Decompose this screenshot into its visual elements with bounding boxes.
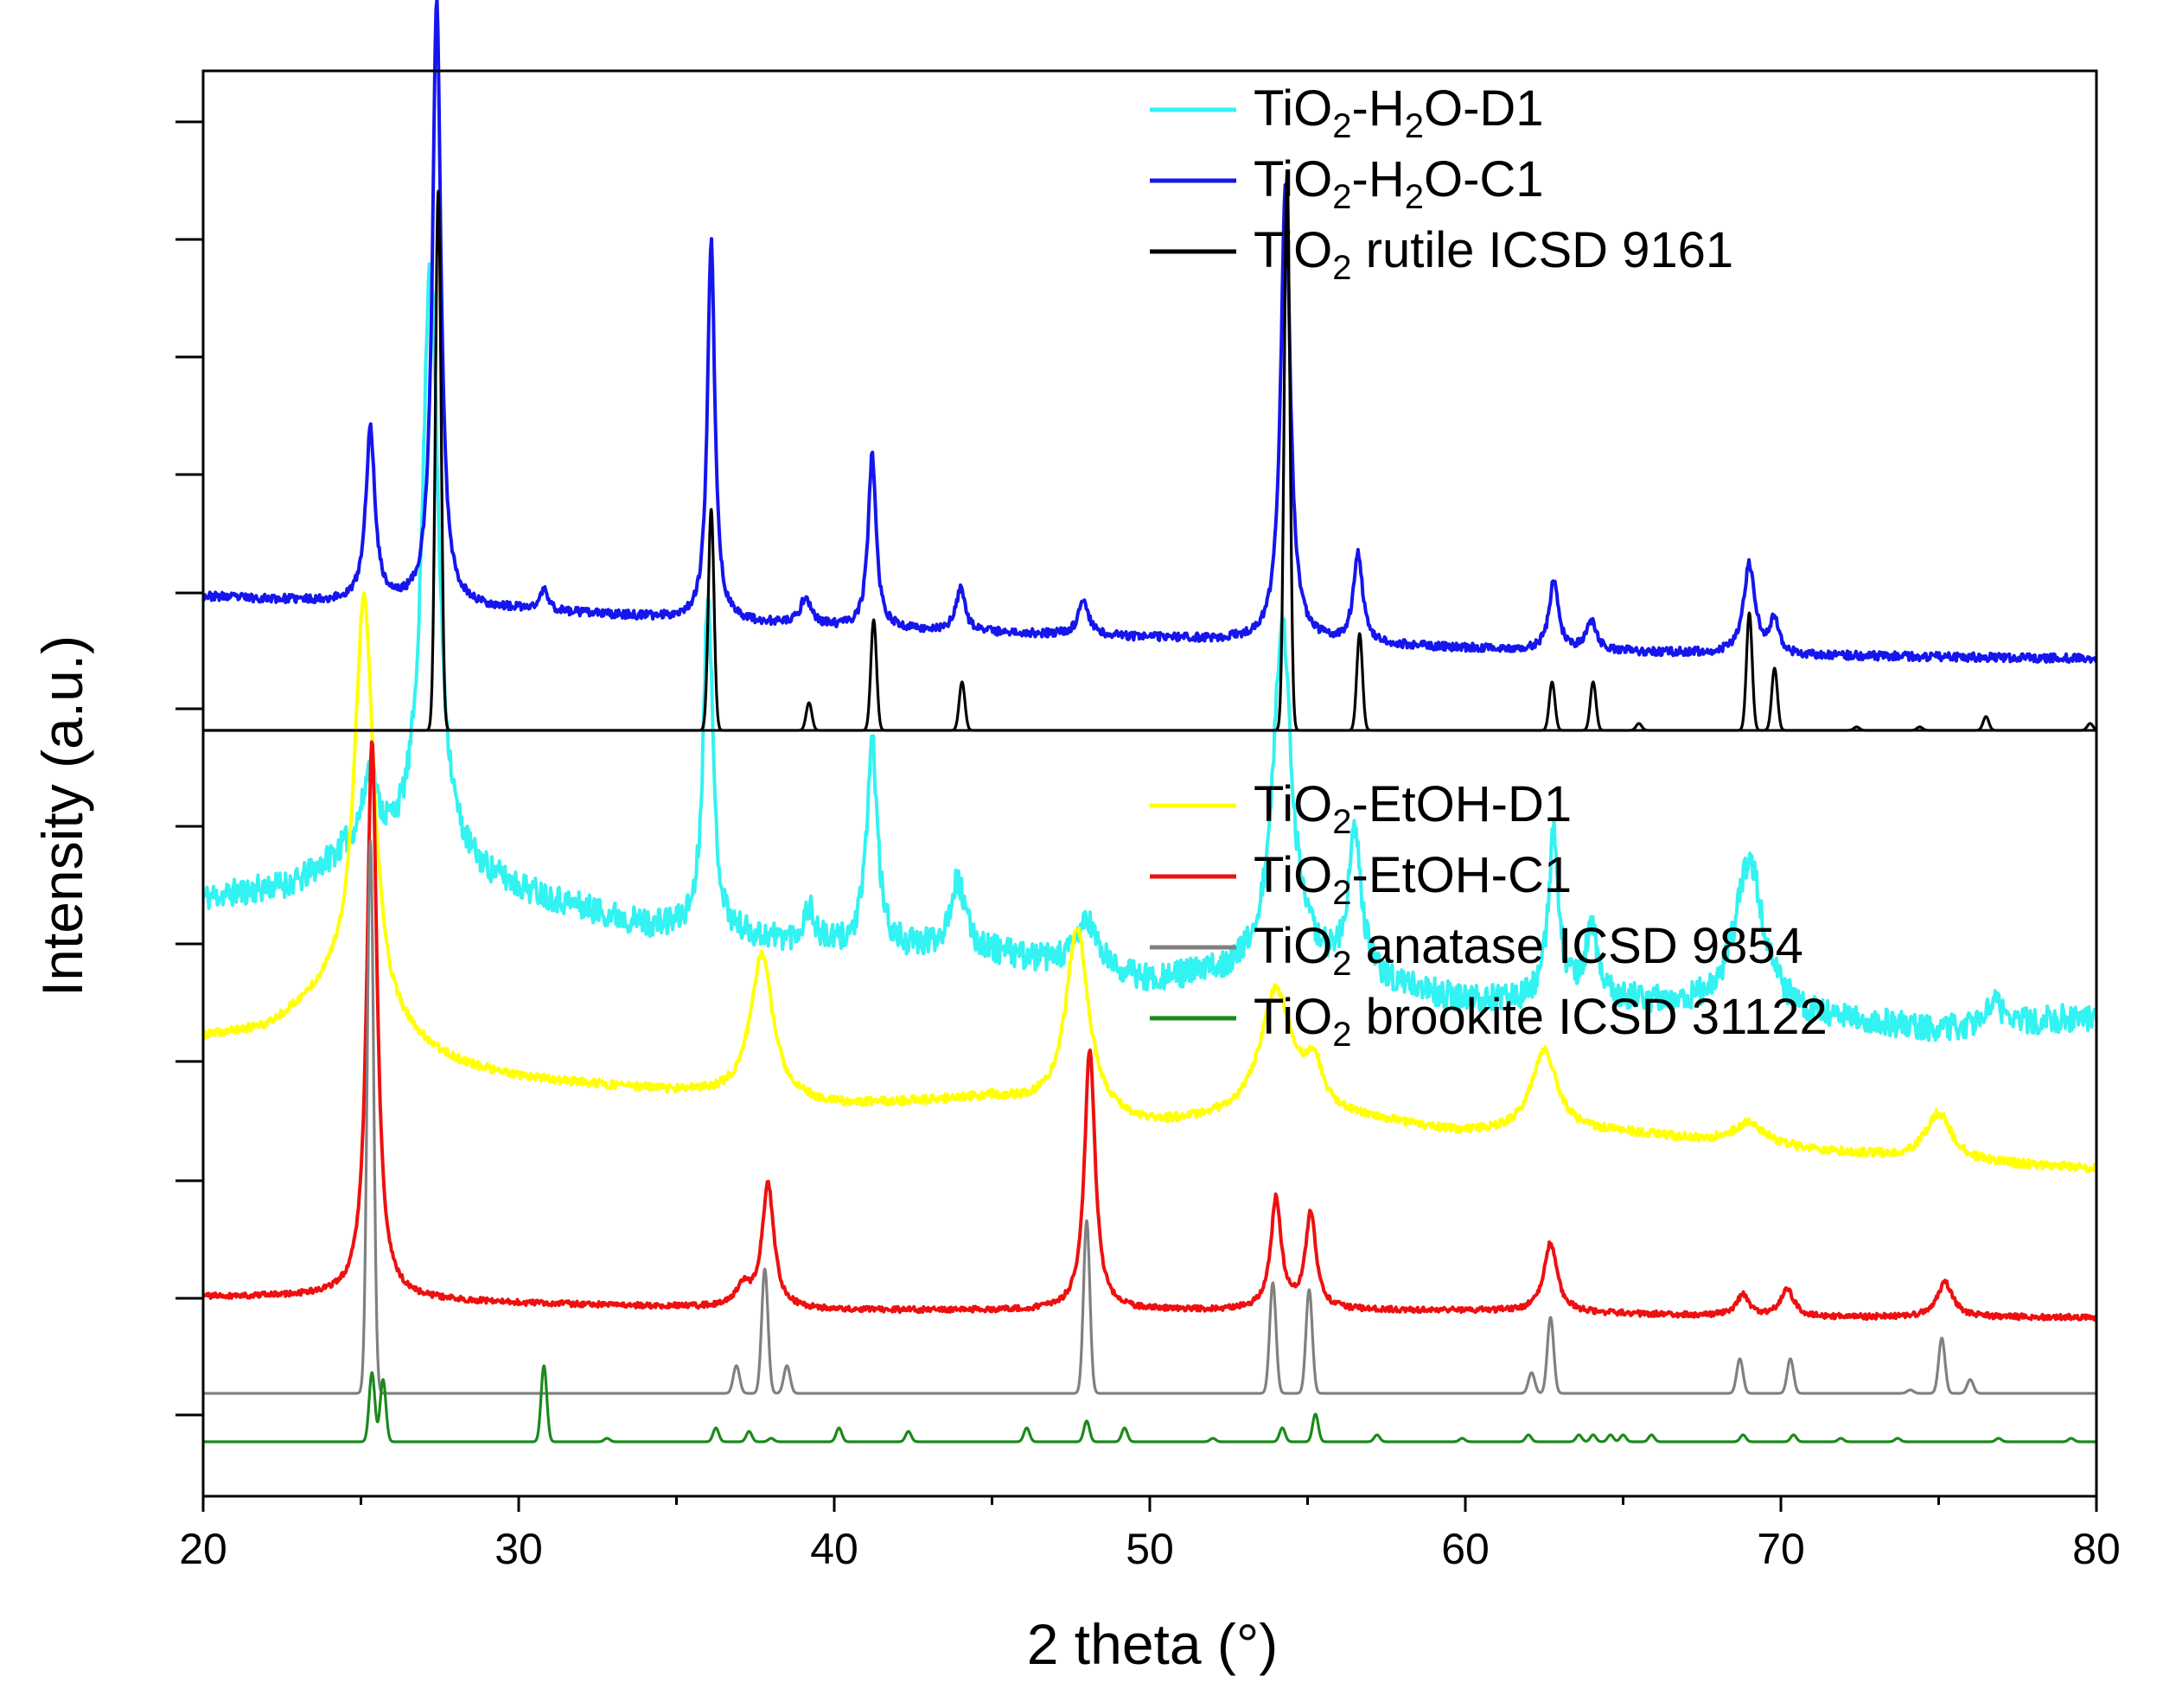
legend-label: TiO2 rutile ICSD 9161 (1254, 222, 1733, 287)
series-tio2-h2o-d1 (201, 262, 2098, 1042)
tick-layer: 20 30 40 50 60 70 80 (175, 120, 2121, 1573)
series-tio2-brookite-icsd-31122 (201, 1364, 2098, 1444)
x-tick-label: 60 (1441, 1525, 1490, 1573)
x-tick-label: 80 (2072, 1525, 2121, 1573)
legend-label: TiO2 brookite ICSD 31122 (1254, 989, 1828, 1054)
legend-label: TiO2 anatase ICSD 9854 (1254, 918, 1803, 983)
legend-label: TiO2-H2O-D1 (1254, 80, 1544, 145)
x-tick-label: 20 (179, 1525, 227, 1573)
series-tio2-etoh-c1 (201, 740, 2097, 1322)
legend-label: TiO2-EtOH-D1 (1254, 776, 1572, 841)
x-tick-label: 70 (1757, 1525, 1805, 1573)
x-tick-label: 50 (1126, 1525, 1174, 1573)
series-tio2-etoh-d1 (201, 591, 2098, 1174)
legend-label: TiO2-EtOH-C1 (1254, 847, 1572, 912)
x-axis-title: 2 theta (°) (1027, 1612, 1279, 1676)
series-tio2-h2o-c1 (202, 0, 2098, 664)
legend-label: TiO2-H2O-C1 (1254, 151, 1544, 216)
y-axis-title: Intensity (a.u.) (30, 635, 94, 997)
x-tick-label: 30 (494, 1525, 543, 1573)
x-tick-label: 40 (810, 1525, 858, 1573)
series-tio2-anatase-icsd-9854 (201, 838, 2098, 1395)
panel-lower (201, 591, 2098, 1444)
